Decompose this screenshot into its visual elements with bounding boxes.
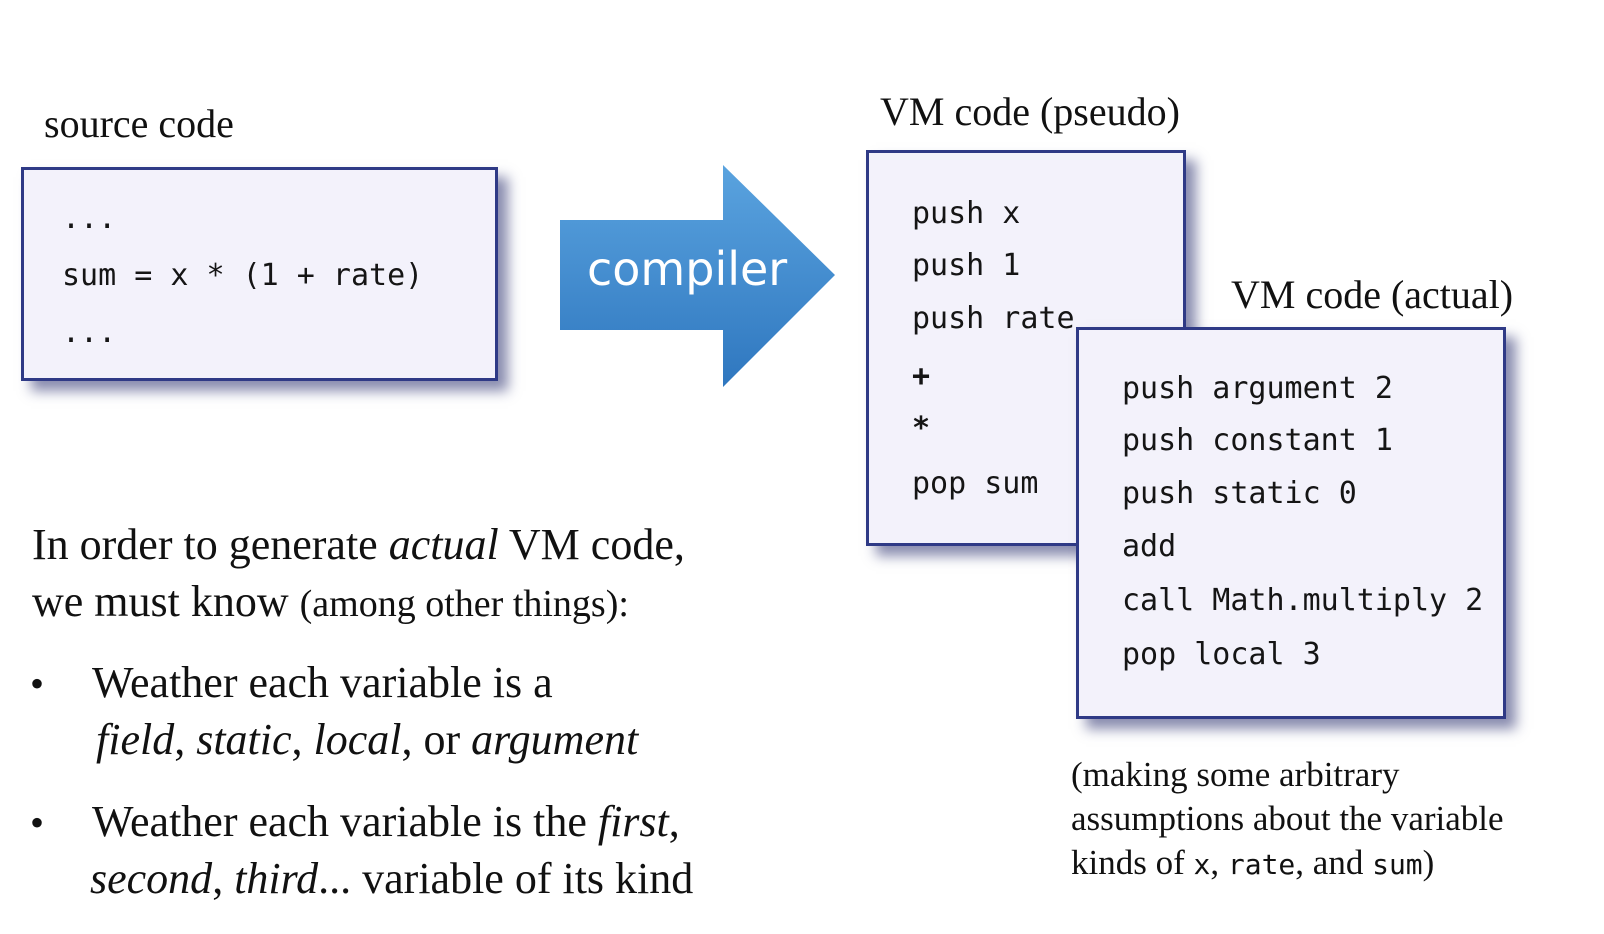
bullet-marker-2: • xyxy=(30,800,45,845)
explanation-text: In order to generate xyxy=(32,520,389,569)
source-code-title: source code xyxy=(44,101,234,146)
kind-static: static xyxy=(196,715,292,764)
explanation-aside: (among other things): xyxy=(299,583,629,625)
pseudo-line-6: pop sum xyxy=(912,466,1039,501)
vm-actual-box: push argument 2 push constant 1 push sta… xyxy=(1076,327,1506,719)
separator: , and xyxy=(1295,843,1373,882)
compiler-label: compiler xyxy=(587,242,788,296)
var-sum: sum xyxy=(1372,848,1423,881)
actual-line-1: push argument 2 xyxy=(1122,371,1393,406)
pseudo-line-4: + xyxy=(912,359,931,394)
bullet-1-line-2: field, static, local, or argument xyxy=(96,711,638,768)
bullet-2-text: Weather each variable is the xyxy=(92,797,598,846)
vm-actual-title: VM code (actual) xyxy=(1231,272,1514,317)
note-line-3: kinds of x, rate, and sum) xyxy=(1071,841,1434,887)
separator: , xyxy=(1210,843,1228,882)
explanation-text: we must know xyxy=(32,577,300,626)
source-line-1: ... xyxy=(62,201,117,236)
note-text: ) xyxy=(1422,843,1435,882)
separator: , xyxy=(291,715,314,764)
actual-line-3: push static 0 xyxy=(1122,476,1357,511)
bullet-1-line-1: Weather each variable is a xyxy=(92,658,553,707)
separator: , xyxy=(174,715,197,764)
separator: , xyxy=(212,854,235,903)
kind-field: field xyxy=(96,715,175,764)
pseudo-line-5: * xyxy=(912,411,931,446)
source-line-3: ... xyxy=(62,315,117,350)
actual-line-6: pop local 3 xyxy=(1122,637,1321,672)
note-line-2: assumptions about the variable xyxy=(1071,799,1504,838)
var-x: x xyxy=(1193,848,1211,881)
pseudo-line-2: push 1 xyxy=(912,248,1021,283)
bullet-2-line-1: Weather each variable is the first, xyxy=(92,793,680,850)
compiler-arrow xyxy=(560,165,835,387)
emphasis-actual: actual xyxy=(388,520,499,569)
kind-argument: argument xyxy=(471,715,639,764)
bullet-2-text: ... variable of its kind xyxy=(318,854,694,903)
vm-pseudo-title: VM code (pseudo) xyxy=(880,89,1180,134)
note-line-1: (making some arbitrary xyxy=(1071,755,1400,794)
pseudo-line-1: push x xyxy=(912,196,1021,231)
explanation-line-1: In order to generate actual VM code, xyxy=(32,516,685,573)
actual-line-5: call Math.multiply 2 xyxy=(1122,583,1484,618)
kind-local: local xyxy=(313,715,402,764)
separator: , or xyxy=(401,715,472,764)
bullet-2-text: , xyxy=(668,797,680,846)
source-line-2: sum = x * (1 + rate) xyxy=(62,258,424,293)
explanation-line-2: we must know (among other things): xyxy=(32,573,629,633)
ordinal-second: second xyxy=(90,854,213,903)
explanation-text: VM code, xyxy=(498,520,685,569)
actual-line-2: push constant 1 xyxy=(1122,423,1393,458)
var-rate: rate xyxy=(1227,848,1296,881)
ordinal-third: third xyxy=(234,854,319,903)
ordinal-first: first xyxy=(597,797,669,846)
note-text: kinds of xyxy=(1071,843,1194,882)
pseudo-line-3: push rate xyxy=(912,301,1075,336)
bullet-2-line-2: second, third... variable of its kind xyxy=(90,850,693,907)
source-code-box: ... sum = x * (1 + rate) ... xyxy=(21,167,498,381)
bullet-marker-1: • xyxy=(30,661,45,706)
actual-line-4: add xyxy=(1122,529,1177,564)
